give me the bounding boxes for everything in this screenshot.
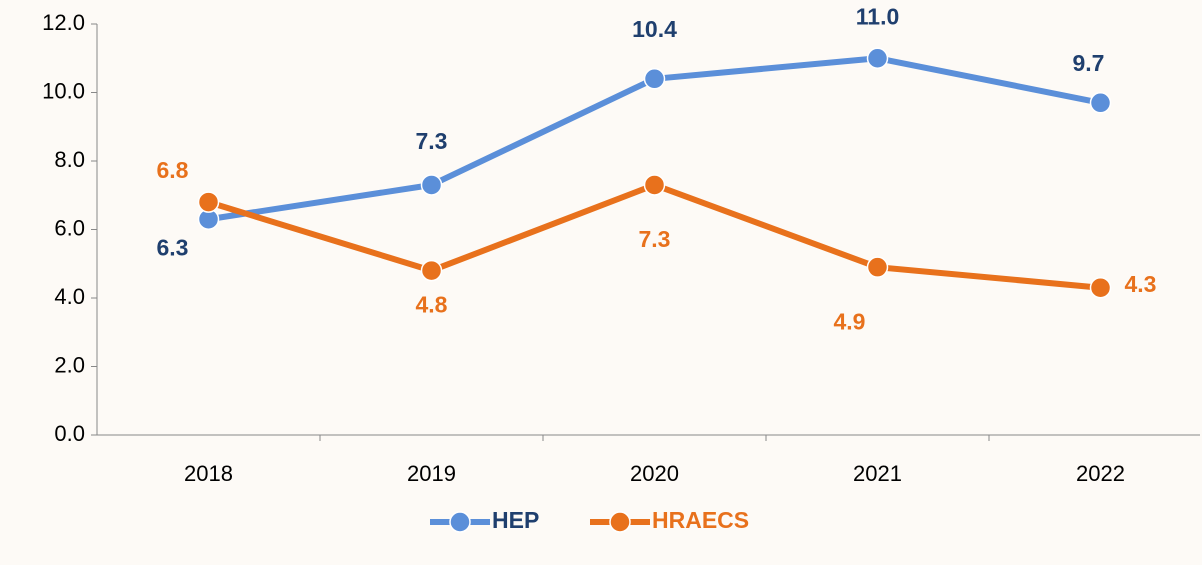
value-label: 4.9: [834, 308, 866, 334]
y-tick-label: 10.0: [42, 78, 85, 103]
marker: [197, 191, 220, 213]
value-label: 6.3: [157, 234, 189, 260]
value-label: 9.7: [1073, 50, 1105, 76]
x-tick-label: 2021: [853, 461, 902, 486]
value-label: 7.3: [416, 128, 448, 154]
value-label: 4.8: [416, 292, 448, 318]
marker: [866, 256, 889, 278]
value-label: 7.3: [639, 226, 671, 252]
legend-marker: [609, 511, 631, 533]
x-tick-label: 2019: [407, 461, 456, 486]
marker: [866, 47, 889, 69]
marker: [1089, 92, 1112, 114]
x-tick-label: 2018: [184, 461, 233, 486]
y-tick-label: 2.0: [54, 352, 85, 377]
marker: [1089, 276, 1112, 299]
legend-marker: [449, 511, 471, 533]
value-label: 6.8: [157, 157, 189, 183]
marker: [643, 174, 666, 196]
value-label: 10.4: [632, 16, 677, 42]
y-tick-label: 0.0: [54, 421, 85, 446]
y-tick-label: 12.0: [42, 10, 85, 35]
y-tick-label: 6.0: [54, 215, 85, 240]
value-label: 4.3: [1125, 271, 1157, 297]
legend-label: HEP: [492, 507, 539, 533]
x-tick-label: 2022: [1076, 461, 1125, 486]
value-label: 11.0: [856, 3, 900, 29]
y-tick-label: 8.0: [54, 147, 85, 172]
marker: [420, 174, 443, 196]
x-tick-label: 2020: [630, 461, 679, 486]
legend-label: HRAECS: [652, 507, 749, 533]
y-tick-label: 4.0: [54, 284, 85, 309]
marker: [420, 259, 443, 282]
marker: [643, 68, 666, 90]
